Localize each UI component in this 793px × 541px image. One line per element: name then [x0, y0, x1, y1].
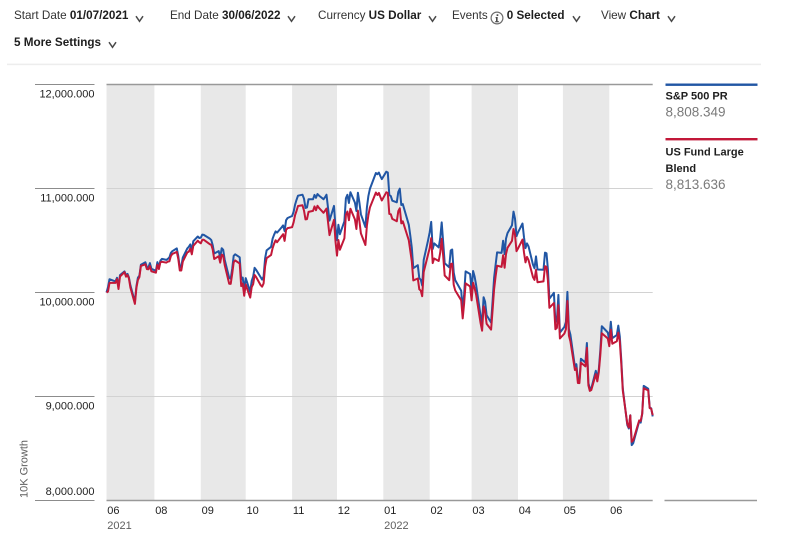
svg-text:06: 06: [107, 505, 119, 517]
svg-text:2021: 2021: [107, 520, 131, 532]
svg-text:01: 01: [384, 505, 396, 517]
svg-text:03: 03: [472, 505, 484, 517]
svg-text:Blend: Blend: [666, 163, 697, 175]
svg-text:06: 06: [610, 505, 622, 517]
svg-text:12: 12: [338, 505, 350, 517]
svg-text:2022: 2022: [384, 520, 408, 532]
svg-text:09: 09: [202, 505, 214, 517]
svg-text:12,000.000: 12,000.000: [39, 89, 94, 101]
svg-text:08: 08: [155, 505, 167, 517]
svg-text:8,808.349: 8,808.349: [666, 105, 726, 120]
svg-text:10K Growth: 10K Growth: [19, 440, 31, 498]
svg-text:S&P 500 PR: S&P 500 PR: [666, 91, 728, 103]
svg-text:04: 04: [519, 505, 531, 517]
svg-text:8,813.636: 8,813.636: [666, 177, 726, 192]
svg-text:10,000.000: 10,000.000: [39, 297, 94, 309]
svg-text:9,000.000: 9,000.000: [46, 401, 95, 413]
svg-text:10: 10: [247, 505, 259, 517]
svg-text:11: 11: [293, 505, 304, 517]
svg-text:11,000.000: 11,000.000: [40, 193, 94, 205]
svg-text:8,000.000: 8,000.000: [46, 486, 95, 498]
svg-text:02: 02: [431, 505, 443, 517]
svg-text:US Fund Large: US Fund Large: [666, 147, 744, 159]
svg-text:05: 05: [564, 505, 576, 517]
